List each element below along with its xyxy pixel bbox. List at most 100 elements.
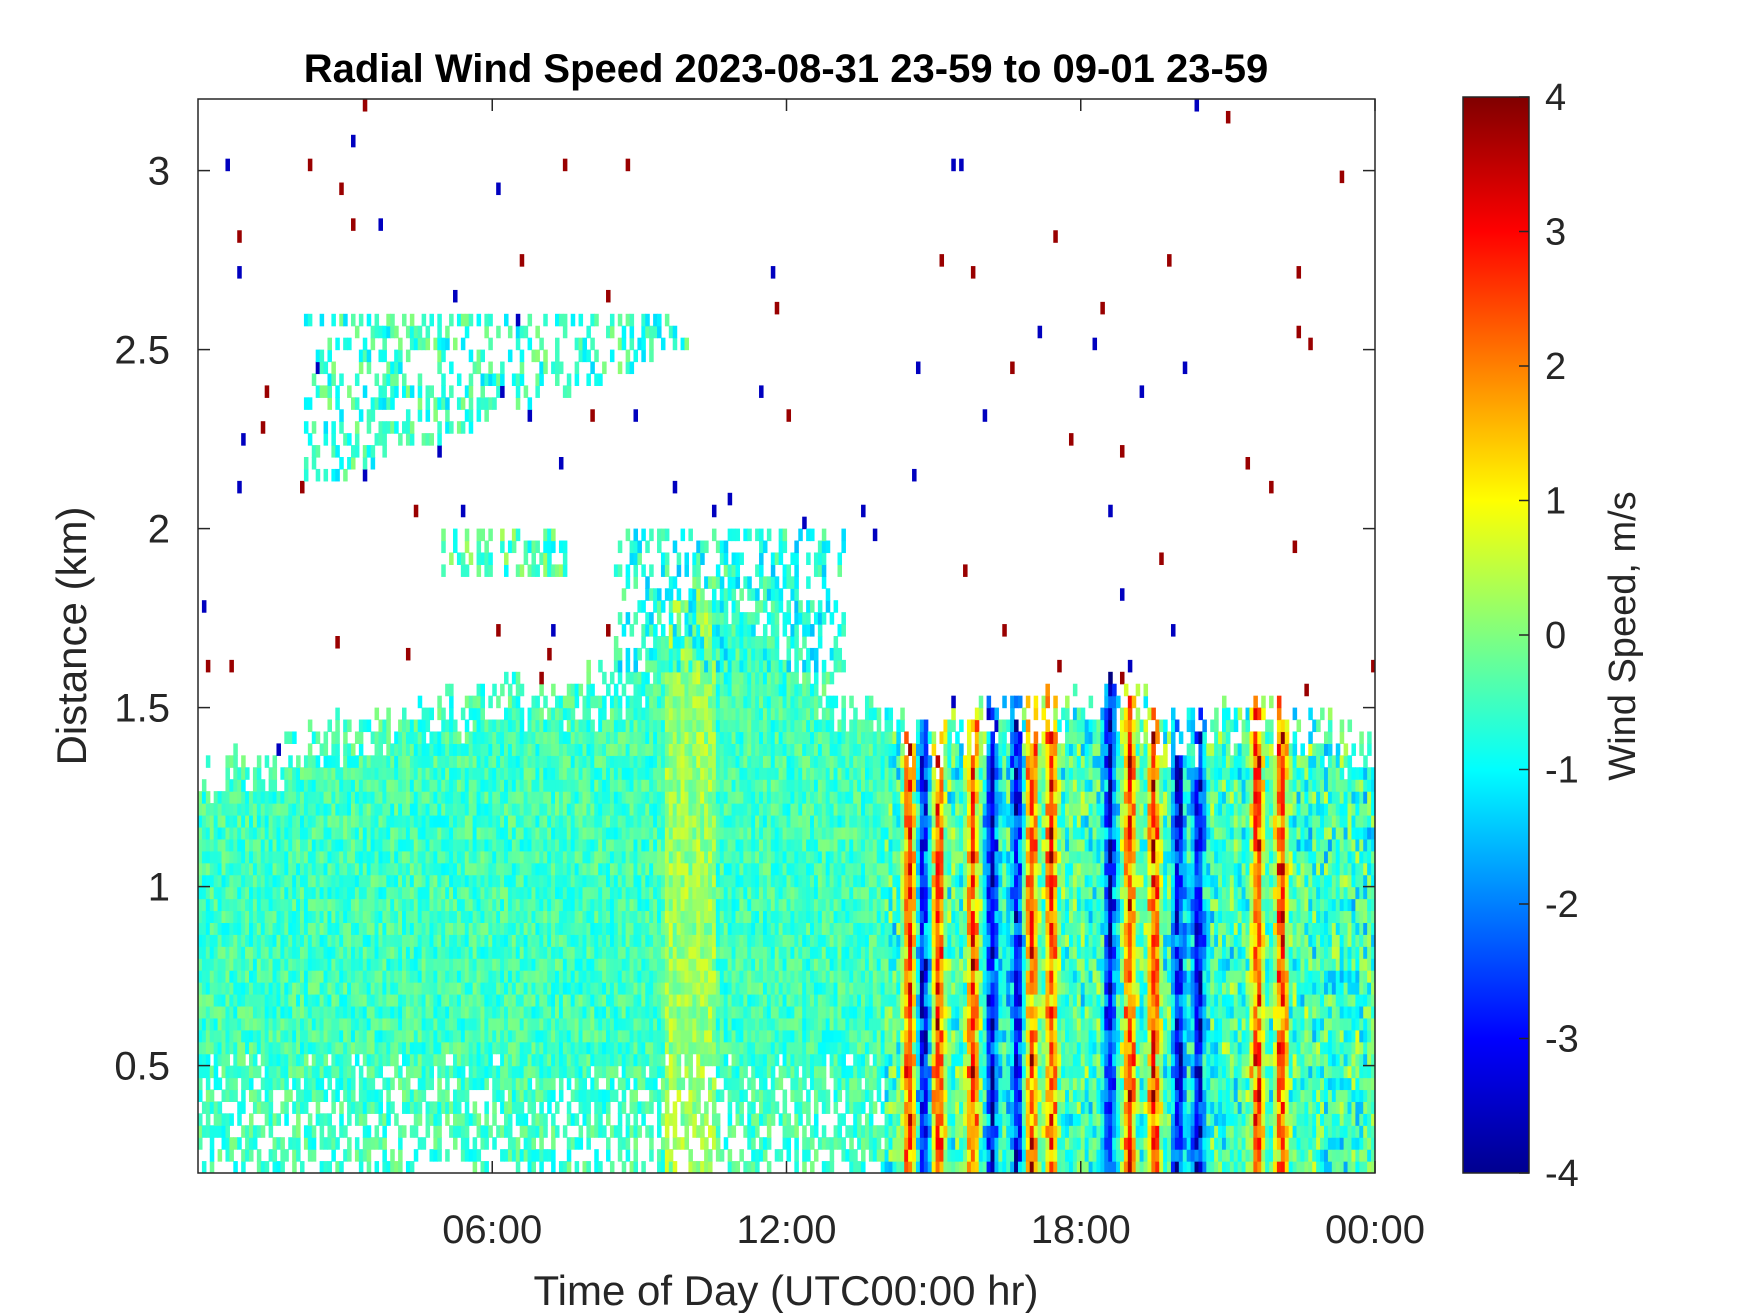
heatmap-cell [413, 779, 419, 792]
heatmap-cell [445, 803, 450, 816]
heatmap-cell [339, 922, 344, 935]
heatmap-cell [237, 886, 242, 900]
heatmap-cell [672, 600, 678, 613]
heatmap-cell [696, 779, 701, 792]
heatmap-cell [551, 874, 556, 888]
heatmap-cell [347, 1029, 352, 1043]
heatmap-cell [547, 528, 552, 542]
heatmap-cell [657, 779, 662, 792]
heatmap-cell [374, 1053, 380, 1067]
heatmap-cell [303, 826, 309, 840]
heatmap-cell [237, 982, 242, 995]
heatmap-cell [668, 922, 674, 935]
heatmap-cell [637, 1125, 642, 1138]
heatmap-cell [343, 862, 348, 876]
heatmap-cell [421, 826, 427, 840]
heatmap-cell [460, 1065, 466, 1079]
heatmap-cell [684, 659, 690, 673]
heatmap-cell [519, 1017, 525, 1031]
heatmap-cell [609, 325, 615, 339]
heatmap-cell [437, 421, 442, 434]
heatmap-cell [300, 838, 305, 852]
heatmap-cell [323, 1161, 329, 1173]
heatmap-cell [366, 1041, 372, 1055]
heatmap-cell [476, 564, 482, 577]
heatmap-cell [445, 898, 450, 912]
heatmap-cell [402, 373, 407, 386]
heatmap-cell [421, 958, 427, 971]
heatmap-cell [468, 779, 474, 792]
heatmap-cell [394, 373, 399, 386]
heatmap-cell [354, 1017, 360, 1031]
heatmap-cell [555, 719, 560, 733]
heatmap-cell [347, 838, 352, 852]
heatmap-cell [382, 397, 387, 410]
heatmap-cell [515, 743, 521, 756]
heatmap-cell [362, 874, 368, 888]
heatmap-cell [303, 1041, 309, 1055]
heatmap-cell [327, 850, 332, 864]
heatmap-cell [519, 1125, 525, 1138]
heatmap-cell [551, 1029, 556, 1043]
heatmap-cell [315, 1017, 321, 1031]
heatmap-cell [456, 313, 462, 327]
heatmap-cell [609, 1065, 615, 1079]
heatmap-cell [339, 779, 344, 792]
heatmap-cell [625, 659, 631, 673]
heatmap-cell [688, 862, 693, 876]
heatmap-cell [672, 325, 678, 339]
heatmap-cell [562, 898, 568, 912]
heatmap-cell [421, 1065, 427, 1079]
heatmap-cell [245, 1137, 250, 1150]
heatmap-cell [468, 1017, 474, 1031]
heatmap-cell [625, 1053, 631, 1067]
heatmap-cell [637, 767, 642, 780]
heatmap-cell [629, 946, 635, 959]
heatmap-cell [664, 815, 670, 828]
heatmap-cell [307, 1149, 313, 1162]
heatmap-cell [358, 731, 364, 744]
heatmap-cell [413, 826, 419, 840]
heatmap-cell [496, 1029, 501, 1043]
heatmap-cell [198, 1077, 203, 1091]
heatmap-cell [264, 970, 270, 983]
heatmap-cell [676, 552, 682, 565]
heatmap-cell [402, 826, 407, 840]
heatmap-cell [276, 1041, 281, 1055]
heatmap-cell [456, 743, 462, 756]
heatmap-cell [201, 1125, 207, 1138]
heatmap-cell [319, 779, 325, 792]
heatmap-cell [621, 1077, 627, 1091]
heatmap-cell [433, 767, 438, 780]
heatmap-cell [653, 970, 658, 983]
heatmap-cell [578, 1125, 584, 1138]
heatmap-cell [343, 337, 348, 351]
heatmap-cell [413, 325, 419, 339]
heatmap-cell [649, 1125, 654, 1138]
heatmap-cell [456, 421, 462, 434]
heatmap-cell [519, 779, 525, 792]
heatmap-cell [500, 1101, 505, 1114]
heatmap-cell [464, 528, 470, 542]
heatmap-cell [307, 994, 313, 1007]
heatmap-cell [437, 934, 442, 947]
heatmap-cell [558, 946, 564, 959]
heatmap-cell [562, 743, 568, 756]
heatmap-cell [645, 815, 650, 828]
heatmap-cell [649, 647, 654, 661]
heatmap-cell [284, 946, 289, 959]
heatmap-cell [519, 1053, 525, 1067]
heatmap-cell [339, 862, 344, 876]
heatmap-cell [300, 898, 305, 912]
heatmap-cell [323, 922, 329, 935]
heatmap-cell [358, 1065, 364, 1079]
heatmap-cell [472, 922, 478, 935]
heatmap-cell [472, 1113, 478, 1126]
heatmap-cell [484, 1029, 489, 1043]
heatmap-cell [417, 325, 423, 339]
heatmap-cell [523, 743, 529, 756]
heatmap-cell [339, 409, 344, 422]
heatmap-cell [303, 970, 309, 983]
heatmap-cell [574, 946, 580, 959]
heatmap-cell [449, 361, 454, 375]
